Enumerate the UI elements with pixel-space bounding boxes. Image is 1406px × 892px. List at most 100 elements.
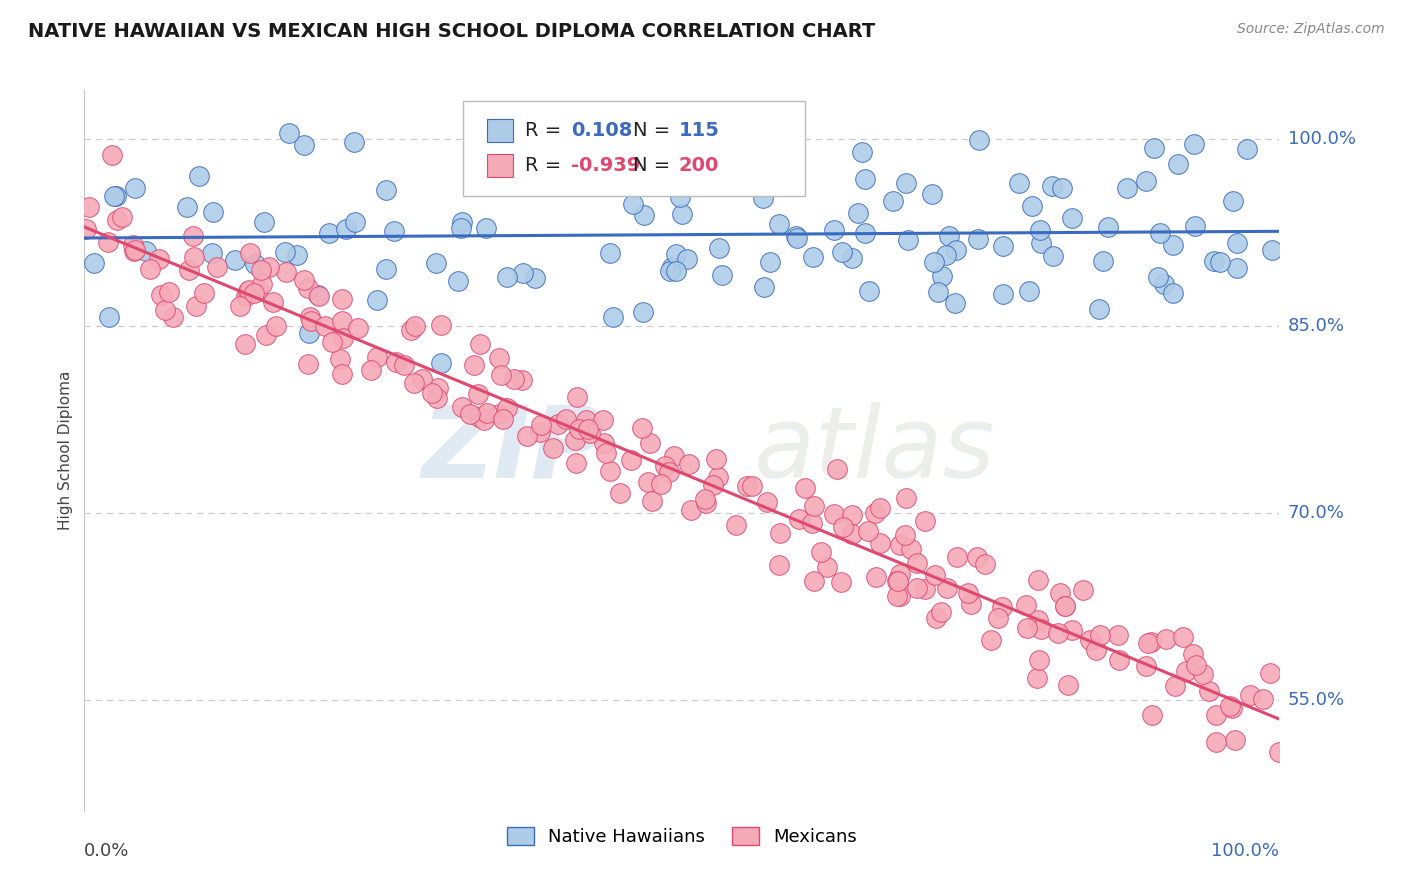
Point [155,302,177,317]
Point [430,318,453,333]
Point [531,176,554,190]
Point [1140,635,1163,649]
Point [710,268,733,283]
Point [235,289,257,303]
Point [922,255,945,269]
Text: -0.939: -0.939 [571,155,640,175]
Point [148,252,170,267]
Point [468,337,491,351]
Point [575,413,598,427]
Point [77,200,100,214]
Point [786,230,808,244]
Point [973,558,995,572]
Point [1084,643,1107,657]
Point [1239,689,1261,703]
Point [966,550,988,565]
Point [547,417,569,431]
Point [841,527,863,541]
Point [695,491,717,506]
Point [889,589,911,603]
Point [475,220,498,235]
Point [897,233,920,247]
Point [468,410,491,425]
Point [124,243,146,257]
Point [402,376,425,390]
Point [430,356,453,370]
Point [841,508,863,522]
Point [1021,199,1043,213]
Point [477,406,499,420]
Point [665,247,688,261]
Point [924,567,946,582]
Point [907,581,929,595]
Point [184,299,207,313]
Point [1223,732,1246,747]
Point [1026,671,1049,685]
Point [665,264,688,278]
Point [900,541,922,556]
Point [491,368,513,382]
Point [343,136,366,150]
Point [1220,701,1243,715]
Point [516,429,538,443]
Point [967,232,990,246]
Point [299,310,322,324]
Point [621,197,644,211]
Point [330,314,353,328]
Point [1026,613,1049,627]
Text: N =: N = [633,155,676,175]
Point [382,224,405,238]
Point [640,436,662,450]
Point [1161,286,1184,301]
Point [274,245,297,260]
Point [384,355,406,369]
Point [1060,624,1083,638]
Point [817,559,839,574]
Point [827,462,849,476]
Point [1008,176,1031,190]
Point [846,206,869,220]
Point [1164,679,1187,693]
Point [292,138,315,153]
Point [654,458,676,473]
Point [823,507,845,521]
Point [1204,253,1226,268]
Point [496,270,519,285]
Point [451,215,474,229]
Text: 0.108: 0.108 [571,121,633,140]
Point [803,574,825,589]
Point [149,288,172,302]
Point [921,187,943,202]
Point [794,481,817,495]
FancyBboxPatch shape [486,153,513,177]
Text: 100.0%: 100.0% [1212,842,1279,860]
Point [496,401,519,416]
Point [124,181,146,195]
Point [297,281,319,295]
Point [803,499,825,513]
Point [865,570,887,584]
Point [1182,647,1205,661]
Point [858,284,880,298]
Point [299,314,322,328]
Point [735,479,758,493]
Point [609,486,631,500]
Point [183,228,205,243]
Point [488,351,510,365]
Point [1053,599,1076,614]
Point [1060,211,1083,225]
Point [991,286,1014,301]
Point [176,200,198,214]
Point [991,239,1014,253]
Point [201,205,224,219]
Point [101,148,124,162]
Point [1040,179,1063,194]
Point [1222,194,1244,208]
Point [724,517,747,532]
Point [801,250,824,264]
Point [111,211,134,225]
Point [1261,243,1284,257]
Point [1108,653,1130,667]
Text: 55.0%: 55.0% [1288,690,1346,708]
Point [105,212,128,227]
